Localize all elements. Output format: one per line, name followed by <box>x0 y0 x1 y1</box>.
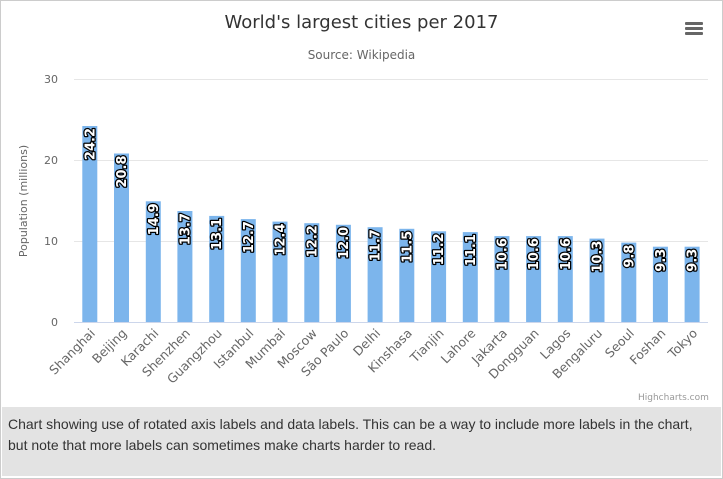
x-tick-label: Foshan <box>627 326 669 368</box>
data-label: 12.7 <box>242 221 257 253</box>
bar-jakarta[interactable] <box>494 236 510 322</box>
y-tick-label: 20 <box>44 154 58 167</box>
bar-karachi[interactable] <box>145 201 161 322</box>
data-label: 12.2 <box>305 225 320 257</box>
data-label: 13.1 <box>210 218 225 250</box>
bar-lahore[interactable] <box>462 232 478 322</box>
chart-subtitle: Source: Wikipedia <box>307 48 416 62</box>
data-label: 9.3 <box>654 249 669 272</box>
bar-istanbul[interactable] <box>240 219 256 322</box>
bar-tokyo[interactable] <box>684 246 700 322</box>
bar-lagos[interactable] <box>557 236 573 322</box>
y-tick-label: 30 <box>44 73 58 86</box>
bar-guangzhou[interactable] <box>209 215 225 322</box>
bar-delhi[interactable] <box>367 227 383 322</box>
data-label: 10.6 <box>559 238 574 270</box>
data-label: 11.1 <box>464 234 479 266</box>
bar-shanghai[interactable] <box>82 126 98 322</box>
bar-shenzhen[interactable] <box>177 211 193 322</box>
data-label: 9.3 <box>686 249 701 272</box>
y-tick-label: 0 <box>51 316 58 329</box>
data-label: 10.6 <box>527 238 542 270</box>
data-label: 11.2 <box>432 233 447 265</box>
x-tick-label: Shanghai <box>46 326 98 378</box>
bar-tianjin[interactable] <box>431 231 447 322</box>
chart-plot: 0 10 20 30 24.2 20.8 14.9 13.7 13.1 12.7 12.4 12.2… <box>17 73 708 386</box>
credits-link[interactable]: Highcharts.com <box>638 393 709 403</box>
data-label: 10.3 <box>591 241 606 273</box>
data-label: 11.5 <box>400 231 415 263</box>
bar-foshan[interactable] <box>652 246 668 322</box>
data-label: 24.2 <box>83 128 98 160</box>
bar-beijing[interactable] <box>114 153 129 323</box>
y-axis-ticks: 0 10 20 30 <box>44 73 58 329</box>
chart-title: World's largest cities per 2017 <box>224 12 499 33</box>
bar-kinshasa[interactable] <box>399 228 415 322</box>
data-label: 12.4 <box>274 224 289 256</box>
data-label: 20.8 <box>115 156 130 188</box>
x-tick-label: Tokyo <box>664 326 700 362</box>
hamburger-menu-icon[interactable] <box>682 20 706 40</box>
grid-lines <box>74 79 708 323</box>
bar-s-o-paulo[interactable] <box>335 224 351 322</box>
data-label: 11.7 <box>369 229 384 261</box>
data-label: 10.6 <box>495 238 510 270</box>
data-label: 12.0 <box>337 227 352 259</box>
chart-caption: Chart showing use of rotated axis labels… <box>2 407 721 476</box>
data-label: 9.8 <box>622 245 637 268</box>
y-axis-title: Population (millions) <box>17 145 30 257</box>
bar-mumbai[interactable] <box>272 221 288 322</box>
data-label: 14.9 <box>147 203 162 235</box>
x-axis-ticks: ShanghaiBeijingKarachiShenzhenGuangzhouI… <box>46 325 700 386</box>
chart-area: 0 10 20 30 24.2 20.8 14.9 13.7 13.1 12.7 12.4 12.2… <box>2 2 721 407</box>
y-tick-label: 10 <box>44 235 58 248</box>
bars: 24.2 20.8 14.9 13.7 13.1 12.7 12.4 12.2 12.0 11.7… <box>82 126 702 323</box>
bar-bengaluru[interactable] <box>589 238 605 322</box>
data-label: 13.7 <box>178 213 193 245</box>
bar-dongguan[interactable] <box>526 236 542 322</box>
bar-seoul[interactable] <box>621 242 637 322</box>
bar-moscow[interactable] <box>304 223 320 322</box>
